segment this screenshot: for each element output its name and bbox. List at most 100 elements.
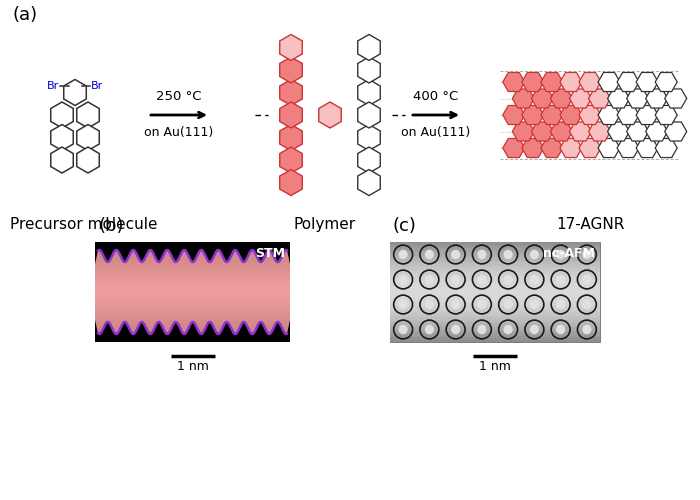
Bar [390,254,600,256]
Polygon shape [280,80,302,106]
Bar [390,304,600,306]
Bar [390,258,600,260]
Bar [95,283,290,284]
Bar [95,316,290,317]
Bar [390,328,600,330]
Bar [390,264,600,266]
Bar [390,339,600,341]
Bar [390,268,600,270]
Bar [95,333,290,334]
Polygon shape [626,89,649,108]
Bar [390,249,600,251]
Polygon shape [522,106,544,124]
Text: (b): (b) [98,217,123,235]
Bar [390,308,600,310]
Bar [390,285,600,287]
Bar [390,265,600,267]
Bar [95,310,290,312]
Bar [390,334,600,336]
Polygon shape [522,72,544,92]
Polygon shape [77,124,99,150]
Polygon shape [589,89,610,108]
Bar [95,299,290,300]
Bar [95,284,290,286]
Bar [390,316,600,318]
Polygon shape [617,106,639,124]
Polygon shape [655,138,677,158]
Polygon shape [617,72,639,92]
Bar [390,259,600,261]
Bar [390,280,600,282]
Bar [95,316,290,318]
Polygon shape [358,102,380,128]
Bar [95,242,290,244]
Bar [95,263,290,264]
Ellipse shape [530,325,539,334]
Bar [390,282,600,283]
Bar [95,275,290,277]
Bar [95,262,290,263]
Bar [95,285,290,287]
Bar [390,270,600,272]
Bar [95,294,290,296]
Bar [390,299,600,300]
Polygon shape [550,122,573,141]
Bar [390,255,600,257]
Bar [390,243,600,244]
Bar [390,316,600,317]
Bar [390,262,600,263]
Polygon shape [626,122,649,141]
Bar [390,323,600,324]
Polygon shape [665,122,687,141]
Bar [390,273,600,274]
Bar [95,319,290,321]
Bar [95,313,290,314]
Polygon shape [570,122,592,141]
Ellipse shape [503,250,512,259]
Text: Br: Br [91,81,104,91]
Polygon shape [77,102,99,128]
Bar [95,260,290,262]
Bar [390,246,600,248]
Polygon shape [280,57,302,83]
Polygon shape [541,106,563,124]
Bar [390,336,600,338]
Polygon shape [522,138,544,158]
Polygon shape [598,72,620,92]
Ellipse shape [451,250,460,259]
Polygon shape [280,170,302,196]
Polygon shape [608,89,629,108]
Bar [390,333,600,334]
Bar [95,318,290,320]
Text: 17-AGNR: 17-AGNR [556,217,624,232]
Bar [95,255,290,257]
Ellipse shape [582,250,592,259]
Ellipse shape [398,250,407,259]
Polygon shape [512,122,534,141]
Bar [390,289,600,291]
Ellipse shape [582,300,592,309]
Bar [390,250,600,252]
Bar [95,334,290,336]
Ellipse shape [503,300,512,309]
Bar [95,304,290,306]
Bar [95,266,290,268]
Polygon shape [358,170,380,196]
Ellipse shape [398,275,407,284]
Ellipse shape [477,275,486,284]
Bar [390,296,600,298]
Bar [95,309,290,310]
Ellipse shape [477,325,486,334]
Bar [390,320,600,322]
Polygon shape [512,89,534,108]
Text: nc-AFM: nc-AFM [543,247,595,260]
Bar [95,273,290,274]
Bar [95,288,290,290]
Ellipse shape [582,325,592,334]
Bar [390,294,600,296]
Ellipse shape [556,325,565,334]
Bar [390,274,600,276]
Bar [95,312,290,313]
Polygon shape [280,124,302,150]
Polygon shape [550,89,573,108]
